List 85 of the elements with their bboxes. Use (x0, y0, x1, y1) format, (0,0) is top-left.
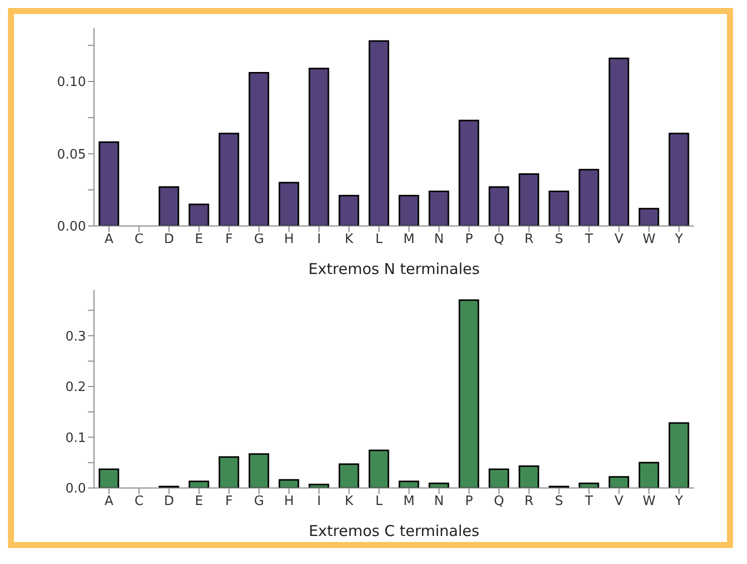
x-tick-label: E (194, 494, 204, 510)
x-tick-label: A (104, 494, 114, 510)
bar (248, 453, 270, 488)
x-axis-title: Extremos N terminales (308, 260, 480, 278)
x-tick-label: F (225, 232, 233, 248)
y-tick-label: 0.0 (65, 482, 86, 497)
bar (398, 194, 420, 226)
x-tick-label: R (524, 494, 534, 510)
y-tick-label: 0.05 (57, 147, 86, 162)
x-tick-label: Y (674, 494, 684, 510)
bar (338, 463, 360, 488)
x-tick-label: N (434, 232, 444, 248)
bar (248, 72, 270, 226)
y-tick-label: 0.00 (57, 220, 86, 235)
x-tick-label: P (465, 494, 474, 510)
y-tick-label: 0.10 (57, 75, 86, 90)
bar (218, 132, 240, 226)
x-tick-label: G (254, 232, 264, 248)
bar (98, 141, 120, 226)
x-tick-label: N (434, 494, 444, 510)
y-tick-label: 0.2 (65, 380, 86, 396)
bar (608, 58, 630, 226)
x-tick-label: T (584, 494, 594, 510)
bar (398, 480, 420, 488)
x-tick-label: H (284, 232, 294, 248)
bar (548, 190, 570, 226)
y-tick-label: 0.3 (65, 329, 86, 344)
x-tick-label: L (375, 232, 384, 248)
x-tick-label: I (317, 494, 321, 510)
bar (308, 484, 330, 488)
x-tick-label: W (642, 494, 656, 510)
x-tick-label: I (317, 232, 321, 248)
bar (158, 186, 180, 226)
x-tick-label: Q (494, 494, 504, 510)
x-tick-label: D (164, 232, 174, 248)
x-tick-label: L (375, 494, 384, 510)
x-tick-label: T (584, 232, 594, 248)
bar (278, 479, 300, 488)
x-tick-label: C (134, 232, 144, 248)
x-tick-label: Y (674, 232, 684, 248)
bar (338, 194, 360, 226)
x-tick-label: C (134, 494, 144, 510)
bar (578, 482, 600, 488)
bar (428, 482, 450, 488)
bar (608, 476, 630, 488)
bar (638, 208, 660, 226)
y-tick-label: 0.1 (65, 430, 86, 446)
bar (458, 299, 480, 488)
bar (98, 468, 120, 488)
bar (218, 456, 240, 488)
x-tick-label: W (642, 232, 656, 248)
x-tick-label: H (284, 494, 294, 510)
x-tick-label: V (614, 494, 624, 510)
bar (308, 68, 330, 226)
bar (488, 468, 510, 488)
bar (668, 422, 690, 488)
bar (428, 190, 450, 226)
x-tick-label: G (254, 494, 264, 510)
x-axis-title: Extremos C terminales (308, 522, 480, 540)
x-tick-label: D (164, 494, 174, 510)
bar (638, 462, 660, 488)
x-tick-label: Q (494, 232, 504, 248)
x-tick-label: S (554, 494, 564, 510)
bar (188, 204, 210, 226)
x-tick-label: R (524, 232, 534, 248)
bar (578, 168, 600, 226)
bar (488, 186, 510, 226)
bar (518, 465, 540, 488)
bar (518, 173, 540, 226)
x-tick-label: K (344, 232, 354, 248)
x-tick-label: P (465, 232, 474, 248)
x-tick-label: F (225, 494, 233, 510)
bar (188, 480, 210, 488)
bar (668, 132, 690, 226)
bar (368, 450, 390, 488)
x-tick-label: K (344, 494, 354, 510)
bar (278, 182, 300, 226)
x-tick-label: M (403, 232, 415, 248)
x-tick-label: A (104, 232, 114, 248)
bar (458, 120, 480, 226)
bar (368, 40, 390, 226)
x-tick-label: E (194, 232, 204, 248)
x-tick-label: V (614, 232, 624, 248)
x-tick-label: S (554, 232, 564, 248)
x-tick-label: M (403, 494, 415, 510)
